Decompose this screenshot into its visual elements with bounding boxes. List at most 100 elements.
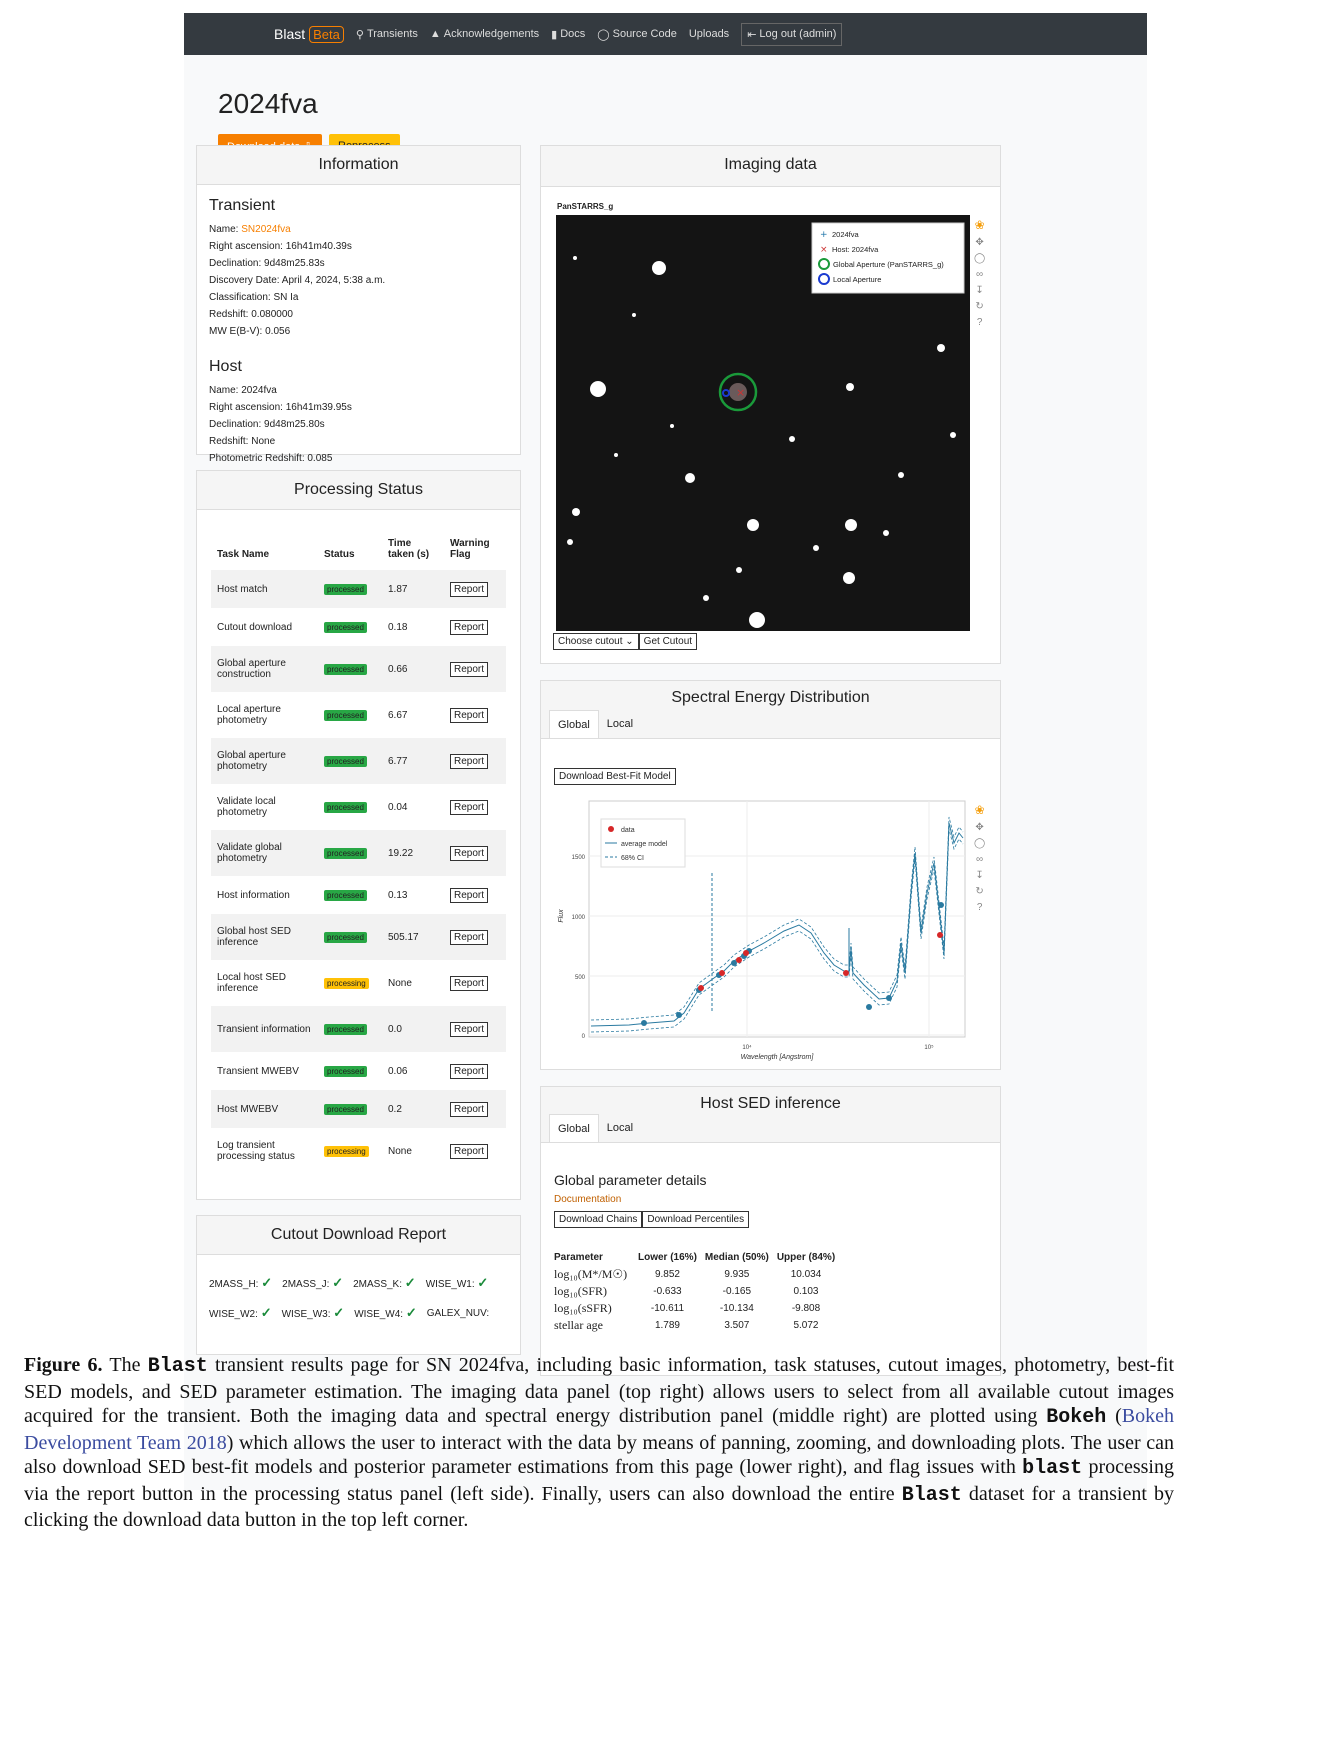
wheel-zoom-icon[interactable]: ∞ <box>976 854 984 865</box>
cutout-label: WISE_W1: <box>425 1279 475 1290</box>
documentation-link[interactable]: Documentation <box>554 1194 622 1205</box>
nav-label: Docs <box>560 28 586 40</box>
save-icon[interactable]: ↧ <box>975 870 984 881</box>
star <box>572 508 580 516</box>
report-button[interactable]: Report <box>450 799 489 815</box>
col-upper: Upper (84%) <box>776 1252 836 1263</box>
report-button[interactable]: Report <box>450 619 489 635</box>
task-name: Host MWEBV <box>217 1103 279 1115</box>
report-button[interactable]: Report <box>450 1021 489 1037</box>
reset-icon[interactable]: ↻ <box>975 301 984 312</box>
imaging-data-card: Imaging data PanSTARRS_g <box>540 145 1001 664</box>
report-button[interactable]: Report <box>450 753 489 769</box>
report-button[interactable]: Report <box>450 845 489 861</box>
tab-local[interactable]: Local <box>606 1122 634 1134</box>
time-cell: 19.22 <box>388 847 414 859</box>
status-cell: processing <box>318 960 382 1006</box>
status-cell: processed <box>318 1052 382 1090</box>
reset-icon[interactable]: ↻ <box>975 886 984 897</box>
download-chains-button[interactable]: Download Chains <box>554 1211 643 1228</box>
report-button[interactable]: Report <box>450 887 489 903</box>
cutout-item: WISE_W4: ✓ <box>354 1305 417 1321</box>
sed-plot[interactable]: 1500 1000 500 0 10⁴ 10⁵ Flux Wavelength [Angstr… <box>549 793 979 1065</box>
transient-line: Declination: 9d48m25.83s <box>209 258 325 269</box>
nav-acknowledgements[interactable]: ▲ Acknowledgements <box>430 28 539 40</box>
brand-name: Blast <box>274 26 306 42</box>
col-lower: Lower (16%) <box>638 1252 697 1263</box>
warning-cell: Report <box>444 1090 506 1128</box>
nav-source-code[interactable]: ◯ Source Code <box>597 28 677 41</box>
data-point <box>743 950 749 956</box>
pan-icon[interactable]: ✥ <box>975 822 984 833</box>
brand[interactable]: Blast Beta <box>274 25 344 43</box>
host-line: Name: 2024fva <box>209 385 277 396</box>
nav-uploads[interactable]: Uploads <box>689 28 729 40</box>
report-button[interactable]: Report <box>450 929 489 945</box>
report-button[interactable]: Report <box>450 707 489 723</box>
name-label: Name: <box>209 224 239 235</box>
parameter-value: -0.165 <box>722 1286 752 1297</box>
report-button[interactable]: Report <box>450 581 489 597</box>
bokeh-logo-icon[interactable]: ❀ <box>974 803 985 817</box>
nav-docs[interactable]: ▮ Docs <box>551 28 585 41</box>
status-cell: processed <box>318 784 382 830</box>
time-cell: 6.67 <box>388 709 408 721</box>
sed-tabs: Global Local <box>549 710 641 738</box>
report-button[interactable]: Report <box>450 1143 489 1159</box>
warning-cell: Report <box>444 738 506 784</box>
save-icon[interactable]: ↧ <box>975 285 984 296</box>
star <box>749 612 765 628</box>
transient-line: Classification: SN Ia <box>209 292 299 303</box>
choose-cutout-select[interactable]: Choose cutout ⌄ <box>553 633 639 650</box>
help-icon[interactable]: ? <box>976 317 983 328</box>
star <box>789 436 795 442</box>
report-button[interactable]: Report <box>450 661 489 677</box>
parameter-header-row: Parameter Lower (16%) Median (50%) Upper… <box>554 1249 839 1266</box>
logout-button[interactable]: ⇤ Log out (admin) <box>741 22 843 46</box>
warning-cell: Report <box>444 1052 506 1090</box>
col-task: Task Name <box>217 549 270 560</box>
task-name: Log transient processing status <box>217 1140 295 1162</box>
warning-cell: Report <box>444 784 506 830</box>
caption-citation[interactable]: Bokeh Development Team 2018 <box>24 1405 1174 1454</box>
box-zoom-icon[interactable]: ◯ <box>974 838 986 849</box>
transient-name-link[interactable]: SN2024fva <box>241 224 291 235</box>
data-point <box>886 995 892 1001</box>
col-time: Time taken (s) <box>388 538 430 560</box>
report-button[interactable]: Report <box>450 1063 489 1079</box>
information-card: Information Transient Name: SN2024fva Ri… <box>196 145 521 464</box>
transient-line: MW E(B-V): 0.056 <box>209 326 291 337</box>
parameter-value: 9.935 <box>724 1269 750 1280</box>
data-point <box>736 957 742 963</box>
task-name: Global aperture construction <box>217 658 286 680</box>
star <box>567 539 573 545</box>
cutout-label: GALEX_NUV: <box>426 1307 490 1319</box>
pan-icon[interactable]: ✥ <box>975 237 984 248</box>
status-row: Transient MWEBV processed 0.06 Report <box>211 1052 506 1090</box>
parameter-row: stellar age 1.789 3.507 5.072 <box>554 1317 839 1334</box>
tab-global[interactable]: Global <box>549 710 599 738</box>
caption-code: Blast <box>901 1483 962 1507</box>
status-row: Global aperture construction processed 0.6… <box>211 646 506 692</box>
tab-global[interactable]: Global <box>549 1114 599 1142</box>
tab-local[interactable]: Local <box>606 718 634 730</box>
sed-title: Spectral Energy Distribution <box>671 689 870 706</box>
col-warning: Warning Flag <box>450 538 490 560</box>
caption-text: dataset for a transient by clicking the … <box>24 1482 1174 1532</box>
sed-card: Spectral Energy Distribution Global Loca… <box>540 680 1001 1070</box>
nav-transients[interactable]: ⚲ Transients <box>356 28 418 41</box>
download-percentiles-button[interactable]: Download Percentiles <box>642 1211 750 1228</box>
warning-cell: Report <box>444 876 506 914</box>
bokeh-logo-icon[interactable]: ❀ <box>974 218 985 232</box>
status-badge: processed <box>324 1065 367 1077</box>
download-best-fit-button[interactable]: Download Best-Fit Model <box>554 768 676 785</box>
transient-line: Right ascension: 16h41m40.39s <box>209 241 352 252</box>
report-button[interactable]: Report <box>450 975 489 991</box>
box-zoom-icon[interactable]: ◯ <box>974 253 986 264</box>
report-button[interactable]: Report <box>450 1101 489 1117</box>
help-icon[interactable]: ? <box>976 902 983 913</box>
wheel-zoom-icon[interactable]: ∞ <box>976 269 984 280</box>
get-cutout-button[interactable]: Get Cutout <box>638 633 698 650</box>
cutout-image[interactable]: × + 2024fva × Host: 2024fva Global Apert… <box>556 215 970 631</box>
cutout-item: GALEX_NUV: <box>427 1308 489 1319</box>
